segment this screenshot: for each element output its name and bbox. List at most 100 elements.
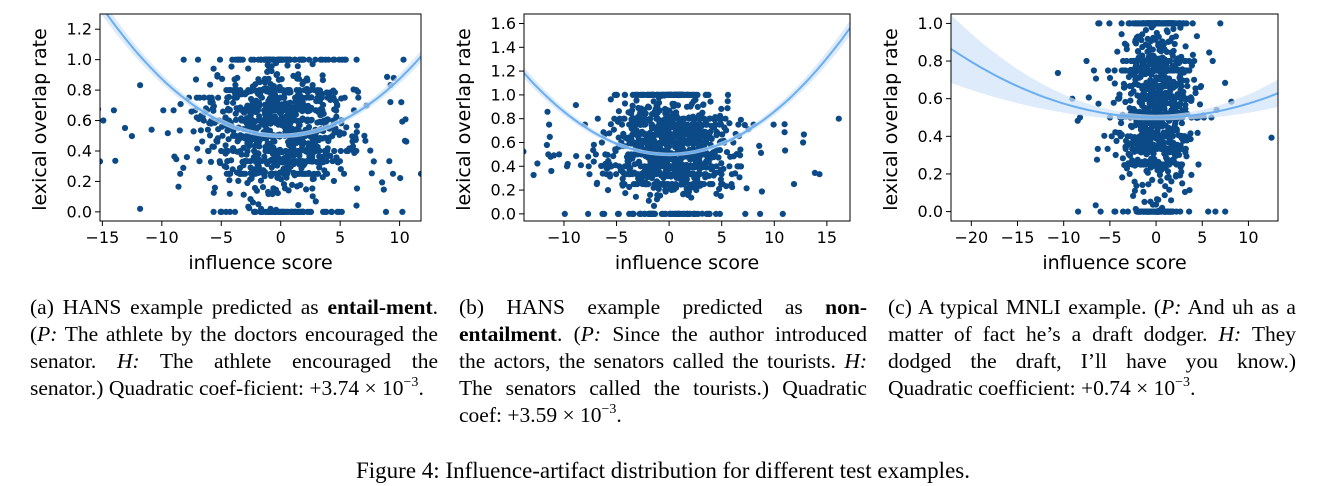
data-point	[662, 187, 669, 194]
data-point	[1139, 148, 1146, 155]
data-point	[736, 174, 743, 181]
axes-frame	[523, 13, 851, 222]
y-tick-label: 0.2	[491, 181, 516, 200]
data-point	[705, 158, 712, 165]
data-point	[1106, 20, 1113, 27]
data-point	[353, 185, 361, 192]
data-point	[209, 99, 216, 106]
data-point	[1149, 208, 1156, 215]
data-point	[1115, 95, 1122, 102]
data-point	[100, 158, 104, 165]
data-point	[1186, 208, 1193, 215]
data-point	[713, 132, 720, 139]
data-point	[695, 126, 702, 134]
data-point	[331, 147, 338, 155]
data-point	[1209, 57, 1216, 65]
data-point	[1178, 95, 1185, 102]
data-point	[683, 176, 691, 183]
data-point	[275, 76, 282, 83]
data-point	[270, 144, 277, 151]
data-point	[610, 126, 618, 133]
data-point	[1146, 47, 1153, 54]
data-point	[333, 113, 340, 120]
data-point	[631, 161, 638, 168]
data-point	[298, 140, 305, 147]
data-point	[654, 141, 662, 148]
data-point	[1129, 145, 1136, 152]
subcaption-label: (b) HANS example predicted as	[459, 295, 826, 319]
data-point	[1170, 47, 1177, 55]
data-point	[1154, 95, 1161, 102]
data-point	[328, 208, 335, 215]
data-point	[368, 170, 375, 177]
data-point	[1139, 102, 1146, 109]
data-point	[339, 56, 346, 63]
data-point	[619, 175, 626, 182]
data-point	[641, 171, 648, 178]
data-point	[1093, 156, 1101, 163]
data-point	[1156, 122, 1163, 129]
data-point	[312, 56, 319, 63]
data-point	[204, 126, 211, 133]
data-point	[220, 108, 227, 115]
data-point	[702, 118, 709, 125]
data-point	[681, 115, 688, 122]
data-point	[274, 156, 281, 163]
data-point	[1193, 33, 1200, 40]
data-point	[199, 138, 206, 145]
coef-value-base: 10	[1153, 376, 1176, 400]
data-point	[743, 185, 750, 192]
data-point	[293, 139, 300, 146]
data-point	[621, 100, 629, 107]
data-point	[340, 170, 348, 177]
data-point	[690, 210, 698, 217]
data-point	[612, 162, 619, 169]
data-point	[196, 158, 203, 165]
data-point	[284, 107, 291, 114]
data-point	[637, 210, 644, 217]
data-point	[1145, 181, 1152, 188]
data-point	[1173, 161, 1180, 168]
data-point	[148, 126, 155, 133]
data-point	[1127, 68, 1134, 75]
data-point	[1163, 154, 1170, 161]
data-point	[543, 141, 551, 149]
data-point	[1148, 67, 1155, 74]
y-axis-label: lexical overlap rate	[29, 28, 51, 211]
data-point	[295, 202, 302, 209]
data-point	[249, 170, 256, 177]
data-point	[1101, 132, 1108, 139]
data-point	[724, 98, 731, 105]
data-point	[1178, 168, 1185, 175]
data-point	[310, 158, 317, 165]
x-tick-label: 0	[664, 228, 674, 247]
data-point	[269, 150, 277, 157]
data-point	[534, 160, 541, 167]
data-point	[1171, 40, 1178, 48]
data-point	[646, 171, 653, 178]
data-point	[275, 174, 282, 181]
data-point	[208, 120, 215, 127]
data-point	[678, 121, 685, 128]
data-point	[267, 170, 274, 177]
x-tick-label: 10	[764, 228, 784, 247]
data-point	[351, 149, 358, 156]
data-point	[1183, 137, 1190, 144]
data-point	[611, 91, 618, 98]
data-point	[1191, 76, 1198, 83]
data-point	[205, 147, 212, 155]
data-point	[289, 158, 296, 165]
coef-exponent: −3	[1175, 375, 1191, 390]
data-point	[330, 177, 337, 185]
subcaption-label: (c) A typical MNLI example.	[888, 295, 1147, 319]
data-point	[242, 107, 249, 114]
data-point	[757, 149, 765, 156]
data-point	[297, 102, 304, 109]
data-point	[1284, 209, 1290, 215]
data-point	[1114, 48, 1121, 55]
data-point	[756, 142, 763, 149]
data-point	[362, 137, 369, 144]
data-point	[297, 181, 304, 189]
data-point	[1117, 133, 1124, 140]
data-point	[1097, 208, 1104, 215]
